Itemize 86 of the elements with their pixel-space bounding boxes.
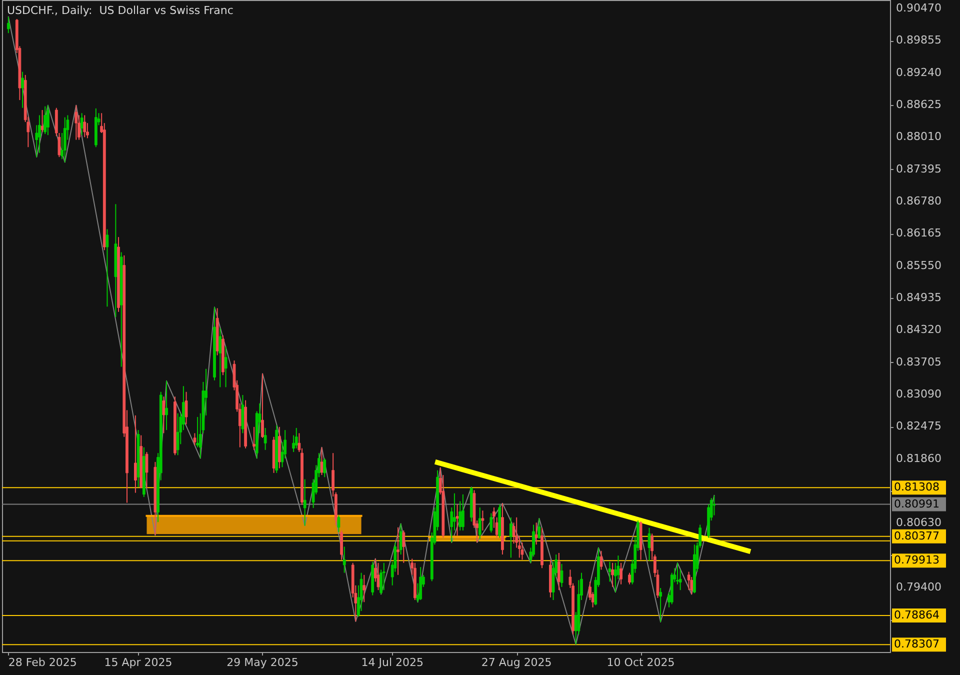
candlestick [252,426,256,450]
y-tick-label: 0.82475 [896,420,942,433]
ref-line-label: 0.78864 [894,608,940,622]
candlestick [659,587,662,622]
candlestick [481,510,484,531]
candlestick [478,506,482,540]
candlestick [620,562,622,585]
candlestick [145,452,148,489]
candlestick [419,566,422,601]
candlestick [676,562,679,585]
candlestick [38,114,41,154]
candlestick [193,432,196,446]
candlestick [458,500,462,531]
candlestick [21,71,24,108]
y-tick-label: 0.87395 [896,162,942,176]
candlestick [557,552,560,591]
candlestick [224,346,228,388]
y-tick-label: 0.83090 [896,387,942,400]
candlestick [106,228,109,308]
candlestick [63,116,66,163]
ref-line-label: 0.78307 [894,638,940,651]
x-tick-label: 10 Oct 2025 [606,656,675,669]
chart-title: USDCHF., Daily: US Dollar vs Swiss Franc [7,4,234,17]
ref-line-label: 0.81308 [894,480,940,494]
candlestick [176,412,180,456]
y-tick-label: 0.90470 [896,2,942,15]
candlestick [294,427,298,449]
y-tick-label: 0.79400 [896,580,942,594]
x-tick-label: 28 Feb 2025 [8,656,77,669]
ref-line-label: 0.79913 [894,554,940,567]
y-tick-label: 0.81860 [896,452,942,465]
candlestick [74,104,78,140]
y-tick-label: 0.80630 [896,516,942,530]
candlestick [362,574,366,603]
candlestick [396,526,400,576]
candlestick [399,523,402,556]
candlestick [648,527,651,562]
candlestick [402,530,406,564]
candlestick [218,328,222,388]
candlestick [196,416,200,448]
y-tick-label: 0.84320 [896,323,942,336]
ref-line-label: 0.80991 [894,497,940,510]
candlestick [6,16,10,34]
candlestick [165,380,168,431]
candlestick [608,561,612,582]
candlestick [560,563,564,588]
y-tick-label: 0.88010 [896,130,942,144]
candlestick [264,427,267,450]
x-tick-label: 14 Jul 2025 [361,656,424,669]
y-tick-label: 0.86780 [896,194,942,208]
candlestick [461,494,464,531]
candlestick [162,396,166,434]
candlestick [80,112,84,136]
candlestick [340,530,343,560]
candlestick [83,114,86,138]
candlestick [323,458,326,478]
y-tick-label: 0.89855 [896,34,942,47]
candlestick [611,562,614,588]
candlestick [456,504,459,536]
y-tick-label: 0.89240 [896,66,942,79]
candlestick [490,512,493,534]
y-tick-label: 0.83705 [896,355,942,368]
candlestick [303,478,306,526]
candlestick [376,562,380,591]
candlestick [134,414,137,494]
x-tick-label: 27 Aug 2025 [481,656,552,669]
candlestick [184,391,188,425]
x-tick-label: 29 May 2025 [226,656,298,669]
candlestick [44,106,47,135]
candlestick [538,518,541,540]
candlestick [453,492,456,531]
x-tick-label: 15 Apr 2025 [104,656,172,669]
candlestick [687,571,690,591]
ref-line-label: 0.80377 [894,529,940,542]
candlestick [46,104,50,136]
candlestick [509,516,512,558]
y-tick-label: 0.88625 [896,98,942,112]
candlestick [261,373,264,438]
candlestick [382,562,386,591]
candlestick [628,572,631,585]
candlestick [600,550,603,570]
candlestick [337,514,340,533]
candlestick [342,546,346,574]
y-tick-label: 0.85550 [896,258,942,272]
y-tick-label: 0.84935 [896,290,942,304]
y-tick-label: 0.86165 [896,226,942,240]
